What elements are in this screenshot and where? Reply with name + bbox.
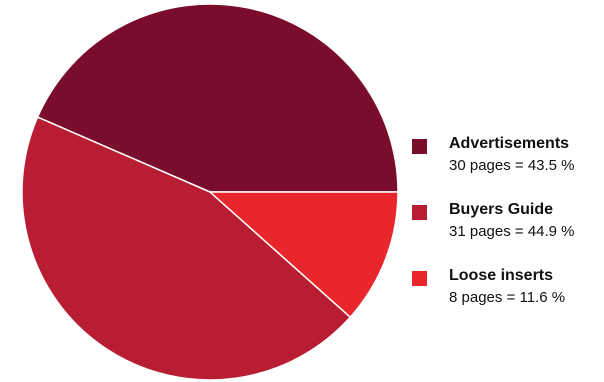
legend-value: 30 pages = 43.5 % [449,157,575,174]
slice-advertisements [36,3,399,193]
slice-loose-inserts [209,191,399,318]
legend-swatch [412,205,427,220]
legend-swatch [412,139,427,154]
legend: Advertisements 30 pages = 43.5 % Buyers … [412,134,604,332]
legend-label: Loose inserts [449,267,554,284]
legend-label: Buyers Guide [449,201,554,218]
legend-value: 8 pages = 11.6 % [449,289,566,306]
slice-buyers-guide [21,116,352,381]
legend-swatch [412,271,427,286]
legend-item-buyers-guide: Buyers Guide 31 pages = 44.9 % [412,200,604,244]
legend-item-loose-inserts: Loose inserts 8 pages = 11.6 % [412,266,604,310]
legend-item-advertisements: Advertisements 30 pages = 43.5 % [412,134,604,178]
legend-label: Advertisements [449,135,570,152]
legend-value: 31 pages = 44.9 % [449,223,575,240]
